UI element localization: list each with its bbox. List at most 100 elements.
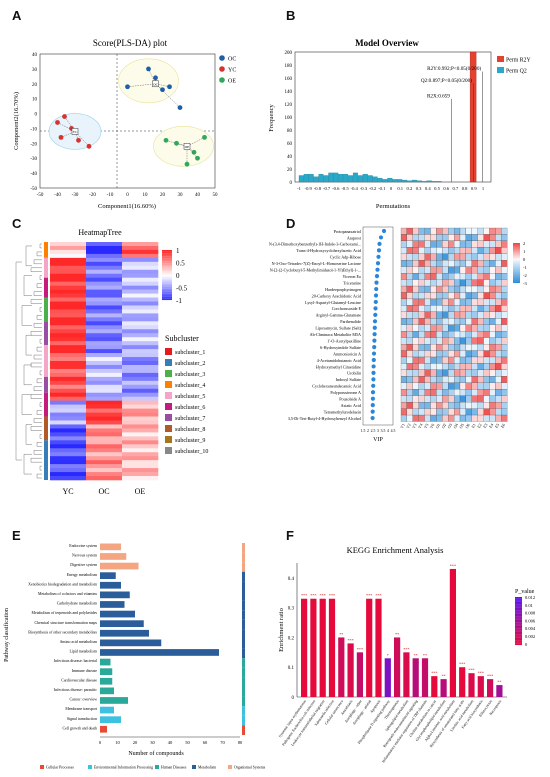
vip-heatmap-cell [495,305,502,312]
panel-b-xtick: 0.1 [397,186,403,191]
color-scale-segment [162,255,172,257]
pathway-label: Endocrine system [69,544,97,548]
heatmap-cell [50,313,87,318]
significance-stars: *** [375,593,381,598]
vip-heatmap-cell [495,318,502,325]
heatmap-cell [50,305,87,310]
vip-heatmap-cell [406,260,413,267]
heatmap-cell [122,353,159,358]
heatmap-cell [122,333,159,338]
vip-heatmap-cell [430,305,437,312]
heatmap-cell [86,400,123,405]
vip-heatmap-cell [430,227,437,235]
vip-dot [370,396,375,401]
vip-heatmap-cell [471,292,478,300]
heatmap-cell [86,337,123,342]
vip-heatmap-cell [424,292,431,300]
vip-scale-tick: 1 [523,249,525,254]
vip-heatmap-cell [483,318,490,325]
color-scale-segment [162,251,172,253]
dendrogram-branch [23,454,32,475]
vip-heatmap-cell [495,234,502,242]
vip-heatmap-cell [400,324,408,332]
pvalue-scale-segment [515,597,522,599]
significance-stars: *** [468,668,474,673]
vip-heatmap-cell [442,285,449,293]
panel-e-legend-label: Environmental Information Processing [94,766,153,770]
vip-heatmap-cell [465,382,472,390]
vip-heatmap-cell [436,240,443,248]
vip-heatmap-cell [400,292,408,300]
vip-heatmap-cell [459,318,467,325]
vip-heatmap-cell [471,389,478,396]
perm-q2-bar [377,177,383,183]
heatmap-cell [122,273,159,278]
vip-heatmap-cell [436,227,443,235]
heatmap-cell [122,257,159,263]
vip-heatmap-cell [465,369,472,377]
subcluster-label: subcluster_10 [175,449,208,455]
vip-heatmap-cell [430,324,437,332]
vip-scale-segment [513,256,520,258]
vip-heatmap-cell [477,402,484,409]
color-scale-segment [162,275,172,277]
heatmap-cell [50,357,87,362]
pathway-bar [100,658,111,666]
vip-dot [376,248,382,253]
vip-heatmap-cell [436,331,443,338]
vip-dot [371,383,376,388]
subcluster-swatch [165,381,172,388]
vip-heatmap-cell [454,344,461,351]
metabolite-label: Hydroxymethyl Cimetidine [316,364,361,369]
heatmap-cell [50,249,87,255]
panel-e-xtick: 30 [150,740,155,745]
significance-stars: *** [403,647,409,652]
metabolite-label: 4-Acetamidobutanoic Acid [317,358,361,363]
vip-heatmap-cell [489,266,496,274]
panel-letter-d: D [286,216,296,231]
vip-heatmap-cell [418,324,425,332]
vip-heatmap-cell [400,395,408,403]
perm-q2-bar [372,176,378,183]
pathway-group-strip [242,677,245,687]
vip-scale-segment [513,246,520,248]
perm-q2-bar [318,174,324,183]
vip-heatmap-cell [418,227,425,235]
vip-heatmap-cell [454,389,461,396]
color-scale-segment [162,276,172,278]
vip-heatmap-cell [442,408,449,416]
dendrogram-branch [33,386,42,391]
heatmap-cell [86,242,123,247]
heatmap-cell [50,297,87,302]
subcluster-side-bar [44,392,48,417]
pathway-group-strip [242,619,245,630]
panel-a-centroid-box [183,143,191,150]
pathway-classification-chart: Pathway classification Endocrine system N… [3,543,266,770]
enrichment-bar [301,598,308,697]
pvalue-scale-segment [515,601,522,604]
vip-heatmap-cell [442,227,449,235]
vip-heatmap-cell [489,402,496,409]
panel-b-xtick: -0.5 [341,186,349,191]
pathway-label: Cardiovascular disease [61,678,97,682]
vip-heatmap-cell [483,324,490,332]
subcluster-side-bar [44,277,48,298]
vip-heatmap-cell [436,408,443,416]
pvalue-scale-segment [515,630,522,632]
heatmap-cell [86,313,123,318]
vip-heatmap-cell [418,279,425,287]
panel-a-ytick: -30 [30,157,37,162]
color-scale-segment [162,263,172,266]
vip-heatmap-cell [412,376,419,383]
vip-heatmap-cell [424,285,431,293]
enrichment-bar [440,679,447,697]
pathway-bar [100,601,125,608]
panel-b-xtick: -0.2 [369,186,377,191]
vip-heatmap-cell [459,227,467,235]
vip-heatmap-cell [436,311,443,319]
vip-heatmap-cell [459,285,467,293]
vip-heatmap-cell [501,382,508,390]
vip-heatmap-cell [418,363,425,370]
vip-heatmap-cell [400,402,408,409]
heatmap-cell [86,464,123,469]
